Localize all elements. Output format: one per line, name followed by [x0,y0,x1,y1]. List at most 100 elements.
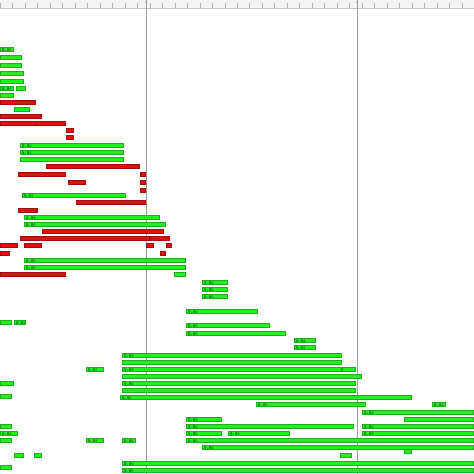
request-bar-error[interactable] [20,236,150,241]
bar-duration-label: 0.0s [26,222,36,227]
request-bar-error[interactable] [0,272,66,277]
request-bar[interactable]: 0.0s [186,431,222,436]
request-bar[interactable]: 0.0s [0,47,14,52]
request-bar[interactable]: 0.0s [186,323,270,328]
request-bar[interactable]: 0.0s [294,345,316,350]
request-bar[interactable]: 0.0s [0,86,14,91]
request-bar-error[interactable] [0,243,18,248]
request-bar[interactable]: 0.0s [294,338,316,343]
request-bar-error[interactable] [42,229,164,234]
request-bar-error[interactable] [66,135,74,140]
request-bar[interactable] [174,272,186,277]
bar-duration-label: 0.0s [26,215,36,220]
request-bar[interactable]: 0.0s [186,331,286,336]
request-bar[interactable] [0,93,14,98]
request-bar[interactable] [0,465,12,470]
ruler-tick [100,3,101,8]
request-bar[interactable]: 0.0s [256,402,366,407]
request-bar[interactable] [16,86,26,91]
request-bar-error[interactable] [18,208,38,213]
bar-duration-label: 0.0s [204,294,214,299]
request-bar[interactable]: 0.0s [186,417,222,422]
ruler-tick [274,3,275,8]
request-bar-error[interactable] [140,188,146,193]
request-bar[interactable] [340,453,352,458]
request-bar[interactable]: 0.0s [202,287,228,292]
request-bar[interactable] [0,394,12,399]
request-bar[interactable]: 0.0s [20,143,124,148]
request-bar[interactable] [122,360,342,365]
request-bar[interactable] [0,438,12,443]
request-bar-error[interactable] [140,172,146,177]
request-bar[interactable]: 0.0s [22,193,126,198]
request-bar[interactable]: 0.0s [202,294,228,299]
request-bar[interactable] [0,381,14,386]
request-bar-error[interactable] [46,164,140,169]
request-bar[interactable] [14,453,24,458]
request-bar[interactable]: 0.0s [120,395,412,400]
request-bar[interactable]: 0.0s [122,367,342,372]
request-bar[interactable] [0,55,22,60]
request-bar[interactable] [20,157,124,162]
request-bar-error[interactable] [150,236,170,241]
request-bar[interactable]: 0.0s [24,215,160,220]
request-bar-error[interactable] [0,251,10,256]
bar-duration-label: 0.0s [296,338,306,343]
request-bar[interactable]: 0.0s [20,150,124,155]
request-bar-error[interactable] [76,200,146,205]
request-bar[interactable] [0,63,22,68]
request-bar[interactable]: 0.0s [24,222,166,227]
request-bar[interactable]: 0.0s [186,438,474,443]
request-bar[interactable]: 0.0s [122,438,136,443]
marker-line[interactable] [357,0,358,474]
request-bar[interactable] [14,107,30,112]
request-bar[interactable]: 0.0s [362,424,474,429]
ruler-tick [150,3,151,8]
request-bar[interactable]: 0.0s [122,353,342,358]
request-bar[interactable] [122,388,356,393]
request-bar-error[interactable] [0,114,42,119]
request-bar[interactable] [122,374,362,379]
ruler-tick [175,3,176,8]
request-bar-error[interactable] [18,172,66,177]
request-bar[interactable]: 0.0s [24,258,186,263]
request-bar-error[interactable] [166,243,172,248]
request-bar[interactable]: 0.0s [202,445,474,450]
ruler-tick [387,3,388,8]
request-bar[interactable]: 0.0s [202,280,228,285]
request-bar[interactable]: 0.0s [362,410,474,415]
request-bar[interactable]: 0.0s [186,424,354,429]
request-bar[interactable]: 0.0s [86,438,104,443]
request-bar-error[interactable] [66,128,74,133]
request-bar[interactable] [342,367,356,372]
request-bar[interactable] [404,449,412,454]
ruler-tick [237,3,238,8]
request-bar-error[interactable] [0,100,36,105]
request-bar-error[interactable] [140,180,146,185]
request-bar-error[interactable] [24,243,42,248]
request-bar[interactable]: 0.0s [122,381,356,386]
request-bar[interactable] [0,71,24,76]
request-bar[interactable] [404,417,474,422]
request-bar[interactable] [0,424,12,429]
request-bar[interactable]: 0.0s [432,402,446,407]
request-bar-error[interactable] [36,121,66,126]
request-bar[interactable] [34,453,42,458]
request-bar[interactable]: 0.0s [24,265,186,270]
request-bar[interactable]: 0.0s [362,431,474,436]
request-bar-error[interactable] [146,243,154,248]
ruler-tick [374,3,375,8]
request-bar-error[interactable] [160,251,166,256]
request-bar[interactable] [0,79,24,84]
bar-duration-label: 0.0s [88,367,98,372]
request-bar[interactable]: 0.0s [186,309,258,314]
request-bar[interactable]: 0.0s [86,367,104,372]
request-bar[interactable]: 0.0s [228,431,290,436]
request-bar[interactable]: 0.0s [122,468,474,473]
request-bar-error[interactable] [68,180,86,185]
request-bar[interactable] [0,320,12,325]
ruler-tick [212,3,213,8]
request-bar[interactable]: 0.0s [122,461,474,466]
request-bar[interactable]: 0.0s [14,320,26,325]
request-bar[interactable]: 0.0s [0,431,18,436]
